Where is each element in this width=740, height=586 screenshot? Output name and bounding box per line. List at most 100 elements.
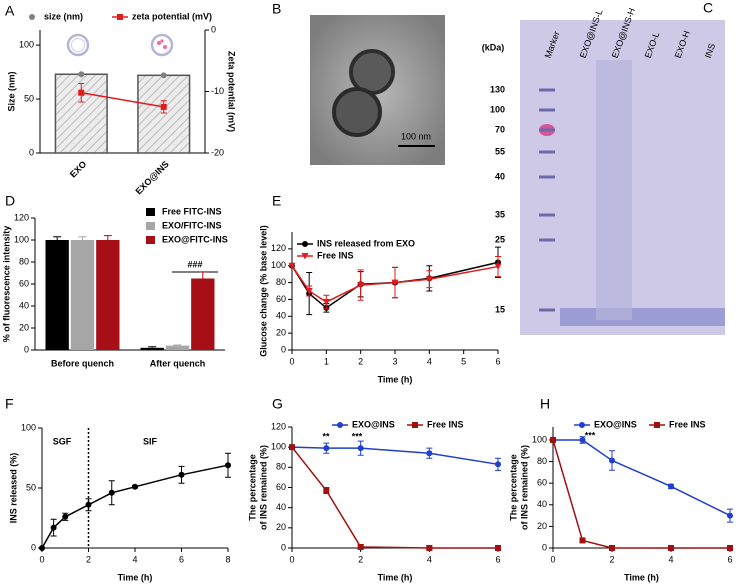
ladder-band	[539, 128, 555, 132]
marker	[495, 461, 501, 468]
legend-label: INS released from EXO	[317, 238, 415, 248]
x-tick-label: EXO@INS	[134, 159, 171, 196]
line	[291, 446, 498, 549]
y-tick-label: 100	[14, 234, 29, 244]
annotation: ***	[352, 431, 363, 441]
bar	[140, 347, 164, 350]
marker	[29, 14, 35, 20]
panel-label: C	[703, 0, 713, 16]
marker	[337, 422, 343, 428]
y2-tick-label: -10	[211, 86, 224, 96]
marker	[322, 298, 330, 306]
legend-label: zeta potential (mV)	[132, 11, 212, 21]
x-tick-label: 3	[392, 356, 397, 366]
x-tick-label: 2	[358, 356, 363, 366]
panel-label: B	[272, 1, 281, 17]
marker	[78, 89, 85, 96]
y-axis-label: of INS remained (%)	[258, 445, 268, 530]
y-tick-label: 20	[276, 328, 286, 338]
error-bar	[148, 346, 157, 348]
x-tick-label: 2	[86, 554, 91, 564]
panel-label: E	[272, 193, 281, 209]
marker	[108, 489, 115, 496]
y-tick-label: 100	[21, 422, 36, 432]
x-tick-label: 0	[289, 356, 294, 366]
marker	[495, 545, 501, 551]
x-tick-label: 1	[324, 356, 329, 366]
y-tick-label: 80	[19, 256, 29, 266]
panel-label: H	[540, 396, 550, 412]
bar	[96, 240, 120, 350]
bar	[165, 345, 190, 350]
y2-tick-label: -20	[211, 147, 224, 157]
y-tick-label: 80	[276, 277, 286, 287]
panel-label: G	[272, 396, 283, 412]
line	[81, 91, 164, 108]
x-tick-label: Before quench	[51, 358, 114, 368]
x-tick-label: 6	[495, 356, 500, 366]
chart: A 0 50 100 0 -10 -20 Zeta potential (mV) Size (n…	[5, 3, 237, 197]
marker	[357, 282, 365, 289]
y-tick-label: 50	[26, 482, 36, 492]
legend-label: Free FITC-INS	[162, 206, 222, 216]
marker-label: 100	[490, 104, 505, 114]
bar	[45, 240, 69, 350]
lane-label: INS	[703, 42, 718, 60]
y-axis-label: of INS remained (%)	[519, 445, 529, 530]
y-tick-label: 0	[542, 542, 547, 552]
y-tick-label: 100	[271, 260, 286, 270]
y-tick-label: 40	[537, 499, 547, 509]
marker	[426, 545, 433, 551]
legend-label: Free INS	[669, 419, 706, 429]
x-tick-label: 5	[461, 356, 466, 366]
legend-label: EXO@FITC-INS	[162, 234, 228, 244]
marker	[668, 545, 674, 551]
bar	[137, 74, 191, 154]
marker	[302, 241, 308, 247]
y-tick-label: 60	[276, 482, 286, 492]
scale-bar-label: 100 nm	[401, 131, 431, 141]
y-tick-label: 20	[276, 522, 286, 532]
error-bar	[78, 236, 87, 240]
marker	[78, 71, 85, 78]
y-tick-label: 0	[31, 542, 36, 552]
legend-label: EXO@INS	[594, 419, 637, 429]
x-tick-label: 6	[495, 554, 500, 564]
bar	[191, 278, 215, 350]
marker-label: 25	[495, 234, 505, 244]
panel-label: D	[5, 193, 15, 209]
legend-label: size (nm)	[44, 11, 83, 21]
marker	[579, 422, 585, 428]
marker	[39, 545, 45, 551]
annotation: ***	[585, 430, 596, 440]
error-bar	[198, 271, 207, 279]
x-axis-label: Time (h)	[378, 374, 413, 384]
marker	[668, 483, 674, 490]
error-bar	[103, 235, 112, 240]
marker	[579, 537, 586, 544]
x-tick-label: 0	[39, 554, 44, 564]
y2-tick-label: 0	[211, 24, 216, 34]
y-axis-label: % of fluorescence intensity	[1, 226, 11, 343]
error-bar	[173, 344, 182, 346]
y-axis-label: The percentage	[508, 454, 518, 521]
y-tick-label: 100	[532, 434, 547, 444]
legend-swatch	[146, 208, 155, 216]
marker	[412, 422, 418, 428]
y-axis-label: The percentage	[247, 454, 257, 521]
x-tick-label: 4	[427, 554, 432, 564]
marker	[50, 524, 57, 531]
marker	[301, 253, 309, 260]
line	[41, 464, 229, 549]
y-tick-label: 60	[537, 478, 547, 488]
marker-label: 35	[495, 209, 505, 219]
marker	[323, 445, 330, 452]
x-tick-label: 6	[727, 554, 732, 564]
marker	[391, 279, 399, 287]
tem-image: B 100 nm	[272, 1, 445, 165]
legend-label: EXO@INS	[352, 419, 395, 429]
marker	[494, 263, 502, 271]
line	[552, 439, 730, 549]
